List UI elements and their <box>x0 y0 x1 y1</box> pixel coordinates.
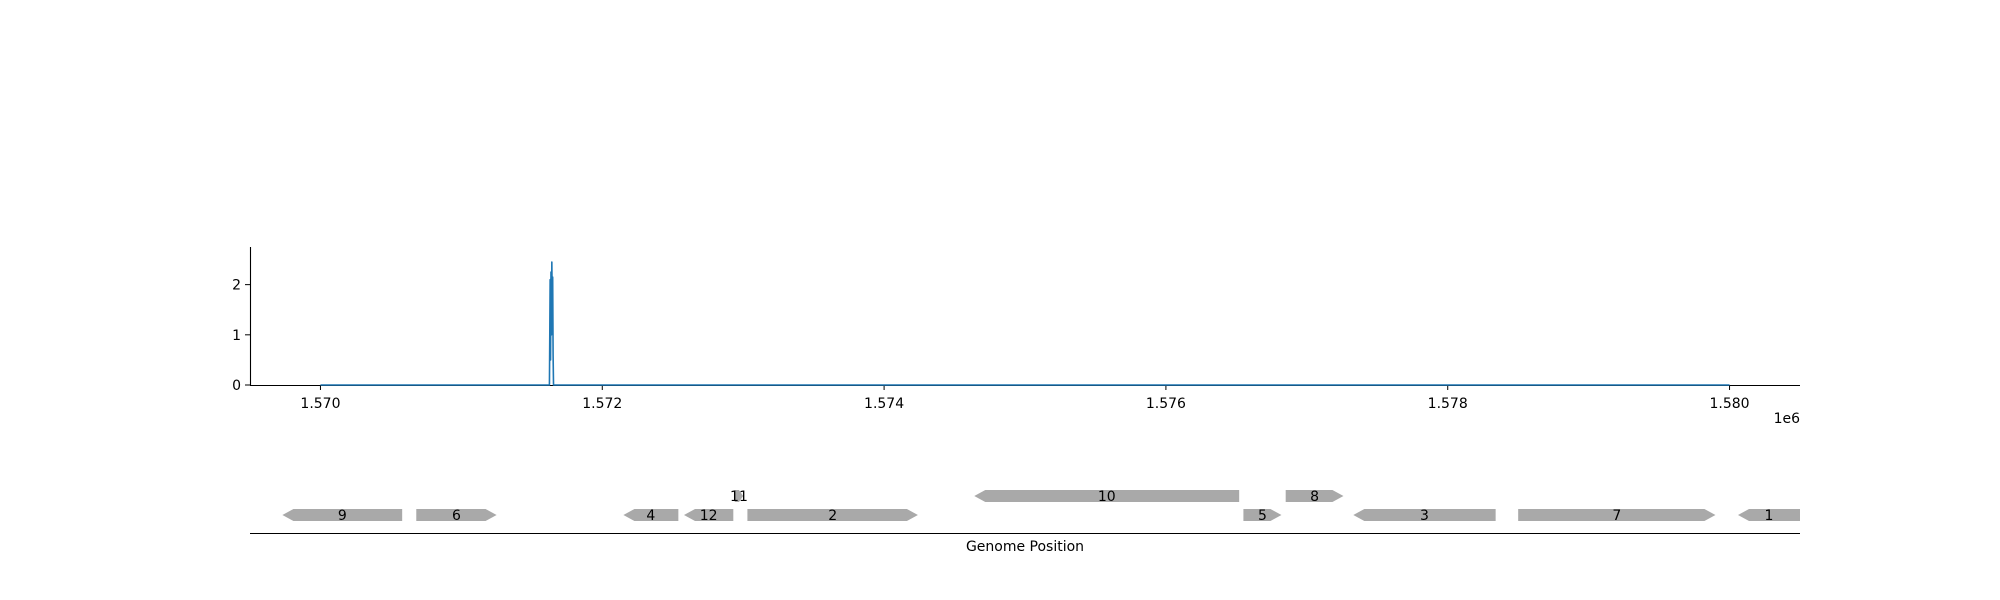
gene-feature: 5 <box>1243 508 1282 524</box>
gene-arrow <box>734 490 744 502</box>
x-offset-label: 1e6 <box>1774 411 1801 427</box>
coverage-series-line <box>320 261 1730 386</box>
gene-label: 5 <box>1258 508 1267 524</box>
gene-label: 9 <box>338 508 347 524</box>
gene-arrow <box>1285 490 1344 502</box>
gene-label: 7 <box>1612 508 1621 524</box>
gene-arrow <box>1353 509 1496 521</box>
gene-arrow <box>416 509 497 521</box>
x-tick-label: 1.574 <box>864 396 904 412</box>
gene-feature: 2 <box>747 508 918 524</box>
gene-label: 6 <box>452 508 461 524</box>
gene-arrow <box>623 509 679 521</box>
series-layer <box>320 261 1730 386</box>
coverage-plot: 1.570 1.572 1.574 1.576 1.578 1.580 0 1 2 1e6 <box>232 247 1800 427</box>
gene-feature: 10 <box>974 489 1240 505</box>
y-tick-label: 2 <box>232 278 241 294</box>
gene-feature: 11 <box>730 489 748 505</box>
x-tick-label: 1.578 <box>1428 396 1468 412</box>
gene-features: 9 6 4 12 2 11 10 5 8 3 7 1 <box>282 489 1800 524</box>
gene-label: 10 <box>1098 489 1116 505</box>
gene-label: 8 <box>1310 489 1319 505</box>
gene-arrow <box>684 509 734 521</box>
y-tick-label: 0 <box>232 378 241 394</box>
x-tick-label: 1.576 <box>1146 396 1186 412</box>
gene-label: 1 <box>1765 508 1774 524</box>
y-ticks: 0 1 2 <box>232 278 250 394</box>
x-tick-label: 1.570 <box>300 396 340 412</box>
gene-label: 4 <box>646 508 655 524</box>
gene-label: 2 <box>828 508 837 524</box>
gene-label: 11 <box>730 489 748 505</box>
gene-arrow <box>1738 509 1800 521</box>
gene-feature: 4 <box>623 508 679 524</box>
gene-track-xlabel: Genome Position <box>966 539 1084 555</box>
gene-arrow <box>1243 509 1282 521</box>
y-tick-label: 1 <box>232 328 241 344</box>
x-tick-label: 1.572 <box>582 396 622 412</box>
gene-label: 12 <box>700 508 718 524</box>
gene-label: 3 <box>1420 508 1429 524</box>
gene-feature: 12 <box>684 508 734 524</box>
gene-track: 9 6 4 12 2 11 10 5 8 3 7 1 Genome Position <box>250 489 1800 555</box>
x-tick-label: 1.580 <box>1709 396 1749 412</box>
gene-arrow <box>282 509 403 521</box>
gene-feature: 1 <box>1738 508 1800 524</box>
gene-arrow <box>974 490 1240 502</box>
x-ticks: 1.570 1.572 1.574 1.576 1.578 1.580 <box>300 385 1750 412</box>
gene-feature: 3 <box>1353 508 1496 524</box>
gene-arrow <box>747 509 918 521</box>
gene-feature: 9 <box>282 508 403 524</box>
gene-arrow <box>1518 509 1716 521</box>
gene-feature: 6 <box>416 508 497 524</box>
gene-feature: 8 <box>1285 489 1344 505</box>
gene-feature: 7 <box>1518 508 1716 524</box>
